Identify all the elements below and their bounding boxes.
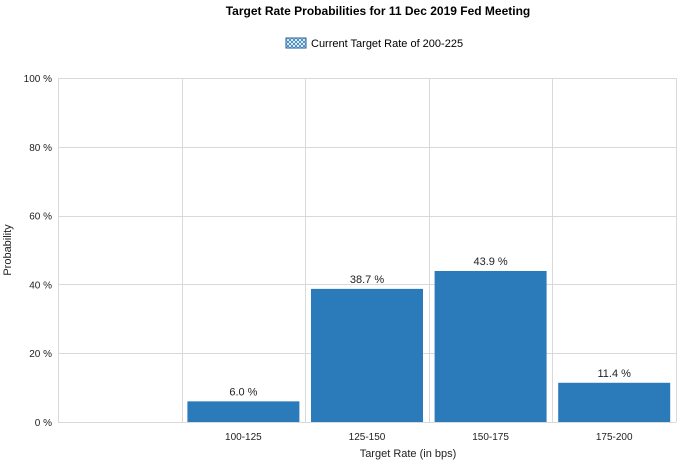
bar [558, 382, 671, 422]
x-tick-label: 125-150 [349, 432, 386, 443]
bar [434, 270, 547, 422]
y-tick-label: 0 % [35, 418, 52, 429]
y-tick-label: 20 % [29, 349, 52, 360]
data-label: 6.0 % [229, 386, 257, 398]
x-tick-labels: 100-125 125-150 150-175 175-200 [225, 432, 633, 443]
legend: Current Target Rate of 200-225 [285, 37, 463, 50]
bar [311, 288, 423, 422]
data-label: 43.9 % [473, 256, 507, 268]
bars [187, 270, 671, 422]
x-tick-label: 100-125 [225, 432, 262, 443]
legend-swatch [285, 37, 307, 49]
y-tick-label: 80 % [29, 143, 52, 154]
y-tick-label: 40 % [29, 280, 52, 291]
legend-label: Current Target Rate of 200-225 [311, 38, 463, 50]
bar [187, 401, 300, 422]
gridlines [58, 78, 677, 423]
data-label: 11.4 % [597, 368, 631, 380]
y-tick-labels: 0 % 20 % 40 % 60 % 80 % 100 % [24, 74, 52, 429]
x-axis-label: Target Rate (in bps) [360, 448, 457, 460]
chart-title: Target Rate Probabilities for 11 Dec 201… [226, 4, 531, 18]
y-tick-label: 100 % [24, 74, 52, 85]
x-tick-label: 175-200 [596, 432, 633, 443]
y-tick-label: 60 % [29, 212, 52, 223]
data-labels: 6.0 % 38.7 % 43.9 % 11.4 % [229, 256, 631, 398]
y-axis-label: Probability [2, 224, 14, 276]
x-tick-label: 150-175 [472, 432, 509, 443]
data-label: 38.7 % [350, 274, 384, 286]
